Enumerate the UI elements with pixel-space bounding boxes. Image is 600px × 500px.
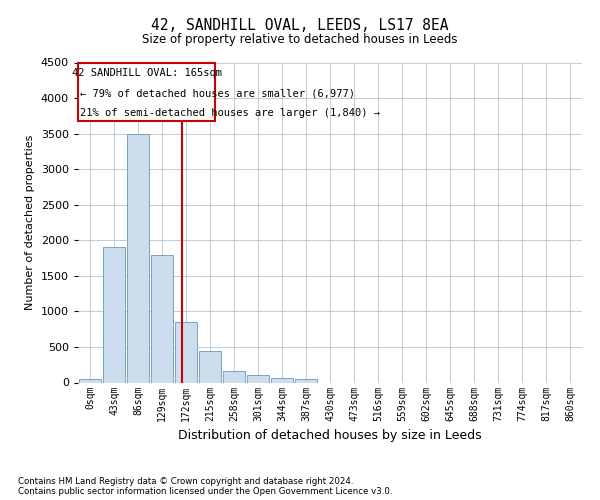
X-axis label: Distribution of detached houses by size in Leeds: Distribution of detached houses by size … [178, 429, 482, 442]
Y-axis label: Number of detached properties: Number of detached properties [25, 135, 35, 310]
Bar [199, 350, 221, 382]
Text: ← 79% of detached houses are smaller (6,977): ← 79% of detached houses are smaller (6,… [80, 88, 355, 98]
Bar [295, 378, 317, 382]
Bar [223, 371, 245, 382]
Bar [79, 379, 101, 382]
Text: Contains public sector information licensed under the Open Government Licence v3: Contains public sector information licen… [18, 487, 392, 496]
Bar [271, 378, 293, 382]
Bar [79, 62, 215, 121]
Text: 42, SANDHILL OVAL, LEEDS, LS17 8EA: 42, SANDHILL OVAL, LEEDS, LS17 8EA [151, 18, 449, 32]
Bar [127, 134, 149, 382]
Text: 42 SANDHILL OVAL: 165sqm: 42 SANDHILL OVAL: 165sqm [71, 68, 221, 78]
Text: 21% of semi-detached houses are larger (1,840) →: 21% of semi-detached houses are larger (… [80, 108, 380, 118]
Bar [151, 254, 173, 382]
Text: Size of property relative to detached houses in Leeds: Size of property relative to detached ho… [142, 34, 458, 46]
Bar [103, 248, 125, 382]
Text: Contains HM Land Registry data © Crown copyright and database right 2024.: Contains HM Land Registry data © Crown c… [18, 477, 353, 486]
Bar [175, 322, 197, 382]
Bar [247, 376, 269, 382]
